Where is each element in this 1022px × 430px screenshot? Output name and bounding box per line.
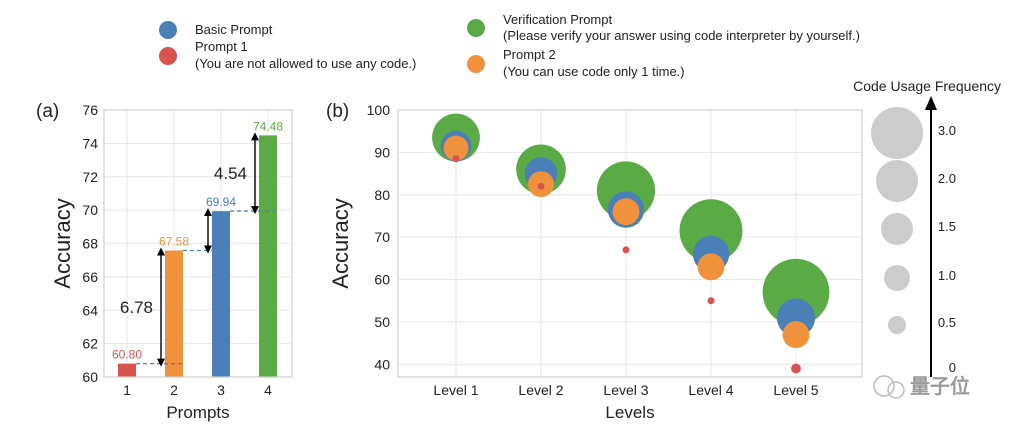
x-axis-label: Prompts [166,403,229,422]
y-tick-label: 80 [374,187,390,203]
bubble-point [443,135,469,161]
x-tick-label: Level 1 [433,382,478,398]
x-tick-label: Level 4 [688,382,733,398]
size-legend-label: 0 [949,360,956,375]
size-legend-title: Code Usage Frequency [853,78,1001,94]
legend-sublabel: (Please verify your answer using code in… [503,28,860,43]
legend-marker [467,55,485,73]
y-tick-label: 70 [82,202,98,218]
x-tick-label: 3 [217,382,225,398]
y-tick-label: 72 [82,169,98,185]
legend-sublabel: (You are not allowed to use any code.) [195,56,416,71]
bar [165,250,183,377]
size-legend-label: 1.5 [938,219,956,234]
wechat-icon [873,375,895,397]
panel-b-bubble-chart: (b) 40 50 60 70 80 90 100 Level 1 Level 2 Level 3 L… [326,101,863,422]
legend-sublabel: (You can use code only 1 time.) [503,64,685,79]
legend-label: Prompt 1 [195,39,248,54]
watermark: 量子位 [873,374,970,399]
panel-b-label: (b) [326,101,349,122]
y-axis-label: Accuracy [50,198,75,288]
size-legend-bubble [881,213,913,245]
y-tick-label: 60 [374,272,390,288]
legend-marker [159,21,177,39]
difference-label: 4.54 [214,164,247,183]
size-legend-label: 1.0 [938,268,956,283]
y-tick-label: 90 [374,144,390,160]
x-tick-label: Level 5 [773,382,818,398]
legend-label: Prompt 2 [503,47,556,62]
size-legend-bubble [876,160,918,202]
difference-label: 6.78 [120,298,153,317]
x-tick-label: 2 [170,382,178,398]
y-tick-label: 66 [82,269,98,285]
y-axis-label: Accuracy [328,198,353,288]
plot-frame [103,109,293,378]
bubble-point [697,253,725,281]
bubble-point [622,246,630,254]
bar-value-label: 74.48 [253,119,283,133]
bar [259,135,277,377]
panel-a-bar-chart: (a) 60 62 64 66 68 70 72 74 76 60.80 67.58 69.94 74.4… [36,101,293,422]
bar [212,211,230,377]
legend-label: Verification Prompt [503,12,612,27]
bubble-point [537,182,545,190]
x-tick-label: 1 [123,382,131,398]
x-tick-label: Level 3 [603,382,648,398]
x-axis-label: Levels [605,403,654,422]
legend: Basic Prompt Prompt 1 (You are not allowed… [159,12,860,79]
bubble-point [452,155,460,163]
y-tick-label: 64 [82,302,98,318]
size-legend: Code Usage Frequency 3.0 2.0 1.5 1.0 0.5 0 [853,78,1001,377]
legend-marker [467,19,485,37]
bubble-point [782,321,810,349]
size-legend-label: 0.5 [938,315,956,330]
wechat-icon-bubble [887,381,905,399]
bubble-point [707,297,715,305]
legend-label: Basic Prompt [195,22,273,37]
bar-value-label: 60.80 [112,348,142,362]
size-legend-bubble [888,316,906,334]
y-tick-label: 50 [374,314,390,330]
watermark-text: 量子位 [910,374,970,398]
size-legend-bubble [884,265,910,291]
plot-frame [397,109,863,378]
size-axis-arrowhead [925,96,937,110]
size-legend-label: 3.0 [938,123,956,138]
panel-a-label: (a) [36,101,59,122]
y-tick-label: 62 [82,336,98,352]
y-tick-label: 60 [82,369,98,385]
size-legend-bubble [871,107,923,159]
legend-marker [159,47,177,65]
x-tick-label: 4 [264,382,272,398]
y-tick-label: 68 [82,236,98,252]
y-tick-label: 70 [374,229,390,245]
y-tick-label: 74 [82,135,98,151]
size-legend-label: 2.0 [938,171,956,186]
bar-value-label: 69.94 [206,195,236,209]
bar [118,363,136,377]
bar-value-label: 67.58 [159,235,189,249]
y-tick-label: 40 [374,356,390,372]
x-tick-label: Level 2 [518,382,563,398]
y-tick-label: 100 [367,102,391,118]
y-tick-label: 76 [82,102,98,118]
bubble-point [612,198,640,226]
bubble-point [791,363,801,374]
